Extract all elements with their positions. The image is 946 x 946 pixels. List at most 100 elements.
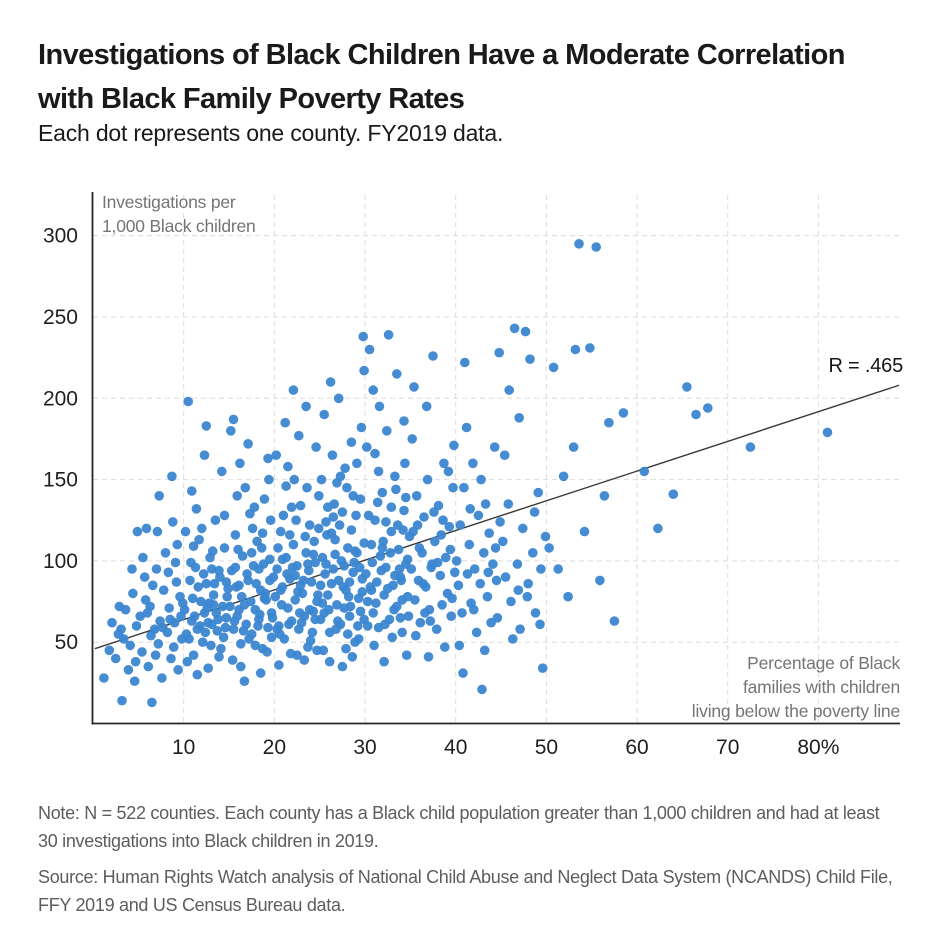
scatter-point	[197, 637, 208, 647]
scatter-point	[609, 616, 620, 626]
scatter-point	[125, 640, 135, 651]
scatter-point	[275, 585, 286, 595]
scatter-point	[318, 645, 329, 656]
scatter-point	[220, 622, 231, 633]
scatter-point	[249, 502, 260, 512]
scatter-point	[163, 567, 174, 578]
scatter-point	[172, 539, 183, 550]
scatter-point	[326, 578, 337, 589]
scatter-point	[323, 590, 333, 600]
scatter-point	[130, 656, 141, 667]
scatter-point	[104, 645, 115, 656]
scatter-point	[307, 627, 318, 638]
scatter-point	[170, 557, 181, 568]
scatter-point	[288, 385, 299, 395]
scatter-point	[321, 517, 331, 527]
scatter-point	[421, 401, 432, 412]
scatter-point	[290, 570, 301, 581]
scatter-point	[342, 482, 352, 493]
scatter-point	[302, 482, 312, 493]
scatter-point	[301, 548, 311, 558]
y-tick-label: 300	[43, 225, 78, 248]
scatter-point	[392, 369, 402, 379]
scatter-point	[173, 665, 183, 675]
scatter-point	[518, 523, 528, 534]
scatter-point	[187, 593, 198, 604]
scatter-point	[158, 585, 169, 595]
scatter-point	[382, 426, 392, 436]
scatter-point	[262, 647, 272, 657]
scatter-point	[536, 564, 546, 574]
scatter-point	[236, 639, 246, 649]
scatter-point	[304, 520, 315, 530]
scatter-point	[244, 634, 254, 644]
scatter-point	[158, 622, 168, 633]
x-tick-label: 60	[625, 736, 648, 759]
scatter-point	[340, 463, 350, 474]
note-line2: 30 investigations into Black children in…	[38, 831, 379, 851]
scatter-point	[275, 526, 286, 537]
scatter-point	[440, 642, 450, 652]
scatter-point	[254, 564, 264, 574]
scatter-point	[352, 458, 362, 469]
scatter-point	[294, 430, 304, 441]
scatter-point	[484, 528, 495, 538]
scatter-point	[164, 603, 174, 613]
scatter-point	[570, 344, 581, 355]
scatter-point	[234, 604, 244, 615]
scatter-point	[390, 570, 400, 581]
scatter-point	[579, 526, 590, 537]
scatter-point	[259, 494, 270, 504]
scatter-point	[331, 624, 341, 634]
scatter-point	[477, 684, 487, 695]
scatter-point	[341, 643, 351, 654]
scatter-point	[335, 471, 346, 482]
scatter-point	[469, 604, 479, 615]
scatter-point	[504, 385, 514, 395]
scatter-point	[348, 491, 359, 501]
scatter-point	[198, 569, 209, 579]
scatter-point	[328, 564, 339, 574]
scatter-point	[226, 426, 236, 436]
scatter-point	[284, 619, 294, 630]
scatter-point	[469, 564, 480, 574]
scatter-point	[127, 564, 137, 574]
scatter-point	[277, 554, 288, 565]
scatter-point	[246, 548, 257, 558]
scatter-point	[618, 408, 629, 418]
scatter-point	[449, 440, 459, 451]
scatter-point	[315, 580, 326, 591]
scatter-point	[429, 507, 439, 517]
scatter-point	[344, 577, 355, 587]
scatter-point	[473, 510, 484, 521]
scatter-point	[301, 401, 311, 412]
scatter-point	[99, 673, 109, 683]
scatter-point	[324, 604, 334, 615]
scatter-point	[383, 330, 394, 340]
scatter-point	[604, 417, 614, 428]
scatter-point	[182, 656, 193, 667]
scatter-point	[267, 613, 278, 623]
scatter-point	[272, 564, 282, 574]
scatter-point	[255, 668, 266, 678]
scatter-point	[362, 442, 372, 452]
scatter-point	[377, 487, 388, 498]
scatter-point	[192, 669, 203, 680]
correlation-label: R = .465	[828, 355, 903, 377]
scatter-point	[148, 580, 158, 591]
scatter-point	[180, 526, 191, 537]
scatter-point	[306, 577, 317, 587]
scatter-point	[228, 624, 239, 634]
scatter-point	[488, 559, 498, 569]
scatter-point	[529, 507, 540, 517]
scatter-point	[197, 523, 207, 534]
scatter-point	[389, 604, 399, 615]
scatter-point	[211, 608, 222, 618]
scatter-point	[445, 544, 456, 555]
scatter-point	[354, 562, 365, 573]
scatter-point	[454, 640, 465, 651]
scatter-point	[230, 530, 241, 540]
scatter-point	[375, 551, 386, 561]
y-tick-label: 100	[43, 550, 78, 573]
scatter-point	[146, 630, 156, 641]
